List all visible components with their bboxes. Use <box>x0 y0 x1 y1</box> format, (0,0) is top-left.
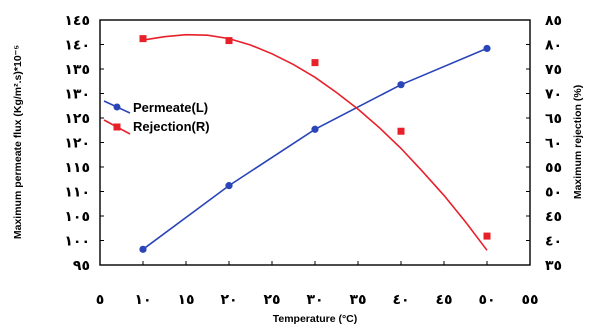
legend-permeate-label: Permeate(L) <box>133 100 208 115</box>
y-tick-label: ١١٠ <box>64 185 90 201</box>
y2-tick-label: ٤٥ <box>545 209 562 225</box>
y2-tick-label: ٣٥ <box>545 258 562 274</box>
legend-rejection-marker <box>113 123 121 131</box>
y2-axis-ticks: ٣٥ ٤٠ ٤٥ ٥٠ ٥٥ ٦٠ ٦٥ ٧٠ ٧٥ ٨٠ ٨٥ <box>526 13 562 274</box>
legend-rejection-label: Rejection(R) <box>133 119 210 134</box>
rejection-point <box>139 35 147 43</box>
permeate-point <box>311 125 319 133</box>
legend-entry-permeate: Permeate(L) <box>103 100 208 115</box>
y2-tick-label: ٦٥ <box>545 111 562 127</box>
y-axis-title: Maximum permeate flux (Kg/m².s)*10⁻⁵ <box>12 45 24 239</box>
y2-tick-label: ٧٥ <box>545 62 562 78</box>
x-tick-label: ١٥ <box>177 292 194 308</box>
y2-tick-label: ٧٠ <box>545 87 562 103</box>
x-tick-label: ٢٥ <box>263 292 280 308</box>
y2-tick-label: ٥٠ <box>545 185 562 201</box>
y2-axis-title: Maximum rejection (%) <box>572 85 584 199</box>
y-tick-label: ١٤٥ <box>64 13 90 29</box>
series-layer <box>139 33 491 253</box>
x-tick-label: ٣٥ <box>349 292 366 308</box>
x-tick-label: ٥٠ <box>478 292 495 308</box>
rejection-point <box>397 127 405 135</box>
rejection-point <box>483 232 491 240</box>
y-tick-label: ١٢٠ <box>64 136 90 152</box>
y-tick-label: ٩٥ <box>73 258 90 274</box>
y-tick-label: ١٤٠ <box>64 38 90 54</box>
x-axis-title: Temperature (°C) <box>273 313 358 325</box>
x-tick-label: ٥٥ <box>521 292 538 308</box>
permeate-point <box>139 245 147 253</box>
x-tick-label: ٤٥ <box>435 292 452 308</box>
y2-tick-label: ٥٥ <box>545 160 562 176</box>
y2-tick-label: ٨٥ <box>545 13 562 29</box>
x-tick-label: ٥ <box>96 292 105 308</box>
y-tick-label: ١٢٥ <box>64 111 90 127</box>
permeate-point <box>483 44 491 53</box>
y-tick-label: ١٣٠ <box>64 87 90 103</box>
x-tick-label: ٣٠ <box>306 292 323 308</box>
x-tick-label: ١٠ <box>134 292 151 308</box>
y-tick-label: ١٠٠ <box>64 234 90 250</box>
y-axis-ticks: ٩٥ ١٠٠ ١٠٥ ١١٠ ١١٥ ١٢٠ ١٢٥ ١٣٠ ١٣٥ ١٤٠ ١٤٥ <box>64 13 104 274</box>
y-tick-label: ١٣٥ <box>64 62 90 78</box>
rejection-point <box>311 59 319 67</box>
series-rejection-curve <box>142 33 488 251</box>
x-axis-ticks: ٥ ١٠ ١٥ ٢٠ ٢٥ ٣٠ ٣٥ ٤٠ ٤٥ ٥٠ ٥٥ <box>96 261 539 308</box>
x-tick-label: ٢٠ <box>220 292 237 308</box>
rejection-point <box>225 37 233 45</box>
y2-tick-label: ٤٠ <box>545 234 562 250</box>
legend-permeate-marker <box>113 103 121 111</box>
y-tick-label: ١١٥ <box>64 160 90 176</box>
permeate-point <box>397 81 405 89</box>
series-permeate-line <box>142 47 488 250</box>
y2-tick-label: ٦٠ <box>545 136 562 152</box>
x-tick-label: ٤٠ <box>392 292 409 308</box>
y2-tick-label: ٨٠ <box>545 38 562 54</box>
legend-entry-rejection: Rejection(R) <box>103 119 210 135</box>
permeate-point <box>225 182 233 190</box>
legend: Permeate(L) Rejection(R) <box>103 100 210 135</box>
y-tick-label: ١٠٥ <box>64 209 90 225</box>
